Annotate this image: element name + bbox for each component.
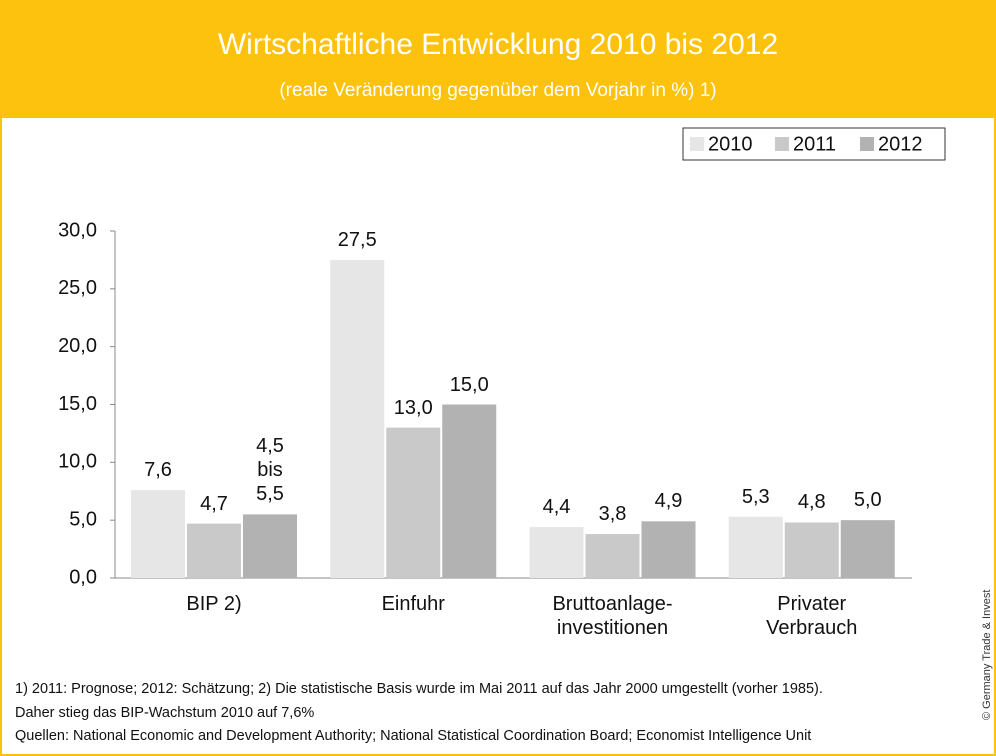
bar [330, 259, 385, 578]
bar [840, 520, 895, 578]
legend-label: 2011 [793, 133, 836, 155]
value-label: 4,9 [654, 490, 683, 513]
y-tick-label: 15,0 [58, 393, 97, 415]
x-tick-label: Einfuhr [381, 593, 445, 615]
y-tick-label: 30,0 [58, 219, 97, 241]
bar [585, 534, 640, 578]
bar [386, 427, 441, 578]
credit: © Germany Trade & Invest [981, 590, 993, 720]
value-label: 15,0 [449, 373, 489, 396]
value-label: 13,0 [393, 396, 433, 419]
footnote: Daher stieg das BIP-Wachstum 2010 auf 7,… [15, 704, 315, 721]
bar [131, 490, 185, 578]
legend-label: 2010 [708, 133, 753, 155]
legend-swatch [690, 137, 704, 151]
chart-title: Wirtschaftliche Entwicklung 2010 bis 201… [218, 28, 778, 61]
y-tick-label: 5,0 [69, 508, 97, 530]
legend-swatch [775, 137, 789, 151]
legend-label: 2012 [878, 133, 923, 155]
bar [641, 521, 696, 578]
bar [187, 523, 241, 578]
footnote: 1) 2011: Prognose; 2012: Schätzung; 2) D… [15, 681, 823, 697]
x-tick-label: BIP 2) [186, 593, 242, 615]
legend-swatch [860, 137, 874, 151]
value-label: 7,6 [144, 459, 172, 482]
value-label: 5,3 [741, 485, 770, 508]
value-label: 27,5 [337, 228, 377, 251]
value-label: 4,7 [200, 492, 228, 515]
y-tick-label: 20,0 [58, 335, 97, 357]
value-label: 4,4 [542, 496, 571, 519]
x-tick-label: Bruttoanlage- investitionen [552, 593, 673, 639]
y-tick-label: 0,0 [69, 566, 97, 588]
footnote: Quellen: National Economic and Developme… [15, 728, 812, 744]
bar [784, 522, 839, 578]
value-label: 4,8 [797, 491, 826, 514]
header-band [0, 0, 996, 118]
bar [728, 516, 783, 578]
legend-box [682, 127, 946, 161]
value-label: 4,5 bis 5,5 [256, 435, 284, 506]
value-label: 5,0 [853, 489, 882, 512]
y-tick-label: 25,0 [58, 277, 97, 299]
bar [529, 527, 584, 578]
x-tick-label: Privater Verbrauch [766, 593, 858, 639]
y-tick-label: 10,0 [58, 451, 97, 473]
bar [442, 404, 497, 578]
value-label: 3,8 [598, 503, 627, 526]
chart-subtitle: (reale Veränderung gegenüber dem Vorjahr… [279, 80, 716, 101]
bar [243, 514, 297, 578]
